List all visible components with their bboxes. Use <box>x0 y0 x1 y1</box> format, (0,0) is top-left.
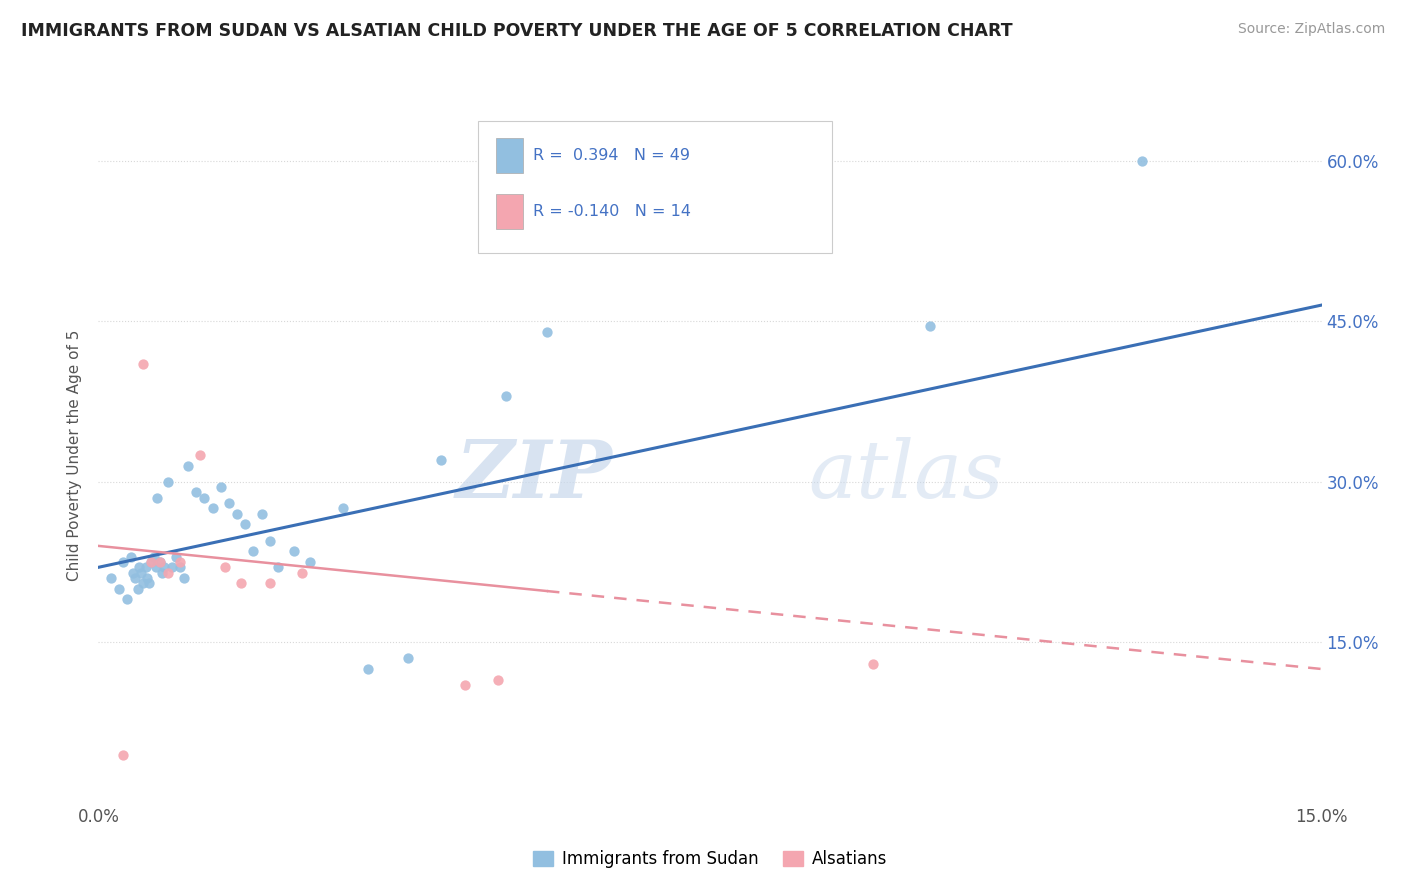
Point <box>149 555 172 569</box>
Point <box>430 453 453 467</box>
Text: ZIP: ZIP <box>456 437 612 515</box>
Point <box>259 533 281 548</box>
Point <box>193 491 215 505</box>
FancyBboxPatch shape <box>496 194 523 229</box>
Point <box>291 566 314 580</box>
Point <box>129 566 152 580</box>
Point <box>177 458 200 473</box>
Point <box>396 651 419 665</box>
Point <box>115 592 138 607</box>
Text: atlas: atlas <box>808 437 1004 515</box>
Text: Source: ZipAtlas.com: Source: ZipAtlas.com <box>1237 22 1385 37</box>
Point <box>128 560 150 574</box>
Point <box>218 496 240 510</box>
Point <box>862 657 884 671</box>
Point <box>150 566 173 580</box>
Point <box>231 576 253 591</box>
Point <box>142 549 165 564</box>
Point <box>536 325 558 339</box>
Point <box>169 555 191 569</box>
Point <box>100 571 122 585</box>
Point <box>226 507 249 521</box>
Point <box>267 560 290 574</box>
Point <box>920 319 942 334</box>
Text: R = -0.140   N = 14: R = -0.140 N = 14 <box>533 204 690 219</box>
Point <box>156 475 179 489</box>
Point <box>135 560 157 574</box>
Point <box>165 549 187 564</box>
Point <box>145 560 167 574</box>
Point <box>259 576 281 591</box>
Point <box>209 480 232 494</box>
Point <box>108 582 131 596</box>
Point <box>132 357 155 371</box>
Point <box>299 555 322 569</box>
Point <box>141 555 163 569</box>
Point <box>111 555 134 569</box>
Point <box>454 678 477 692</box>
Point <box>152 560 174 574</box>
Point <box>111 747 134 762</box>
Text: IMMIGRANTS FROM SUDAN VS ALSATIAN CHILD POVERTY UNDER THE AGE OF 5 CORRELATION C: IMMIGRANTS FROM SUDAN VS ALSATIAN CHILD … <box>21 22 1012 40</box>
Point <box>132 576 155 591</box>
FancyBboxPatch shape <box>496 138 523 173</box>
FancyBboxPatch shape <box>478 121 832 253</box>
Point <box>160 560 183 574</box>
Point <box>1130 153 1153 168</box>
Point <box>233 517 256 532</box>
Point <box>156 566 179 580</box>
Point <box>242 544 264 558</box>
Point <box>188 448 212 462</box>
Point <box>141 555 163 569</box>
Point <box>146 491 169 505</box>
Point <box>121 566 143 580</box>
Point <box>127 582 149 596</box>
Point <box>186 485 208 500</box>
Point <box>332 501 354 516</box>
Point <box>201 501 224 516</box>
Y-axis label: Child Poverty Under the Age of 5: Child Poverty Under the Age of 5 <box>67 329 83 581</box>
Point <box>120 549 142 564</box>
Legend: Immigrants from Sudan, Alsatians: Immigrants from Sudan, Alsatians <box>526 843 894 874</box>
Point <box>214 560 236 574</box>
Point <box>250 507 273 521</box>
Point <box>173 571 195 585</box>
Point <box>486 673 509 687</box>
Point <box>283 544 305 558</box>
Point <box>138 576 160 591</box>
Point <box>136 571 159 585</box>
Point <box>356 662 378 676</box>
Point <box>149 555 172 569</box>
Point <box>495 389 517 403</box>
Text: R =  0.394   N = 49: R = 0.394 N = 49 <box>533 148 690 163</box>
Point <box>169 560 191 574</box>
Point <box>699 196 721 211</box>
Point <box>124 571 146 585</box>
